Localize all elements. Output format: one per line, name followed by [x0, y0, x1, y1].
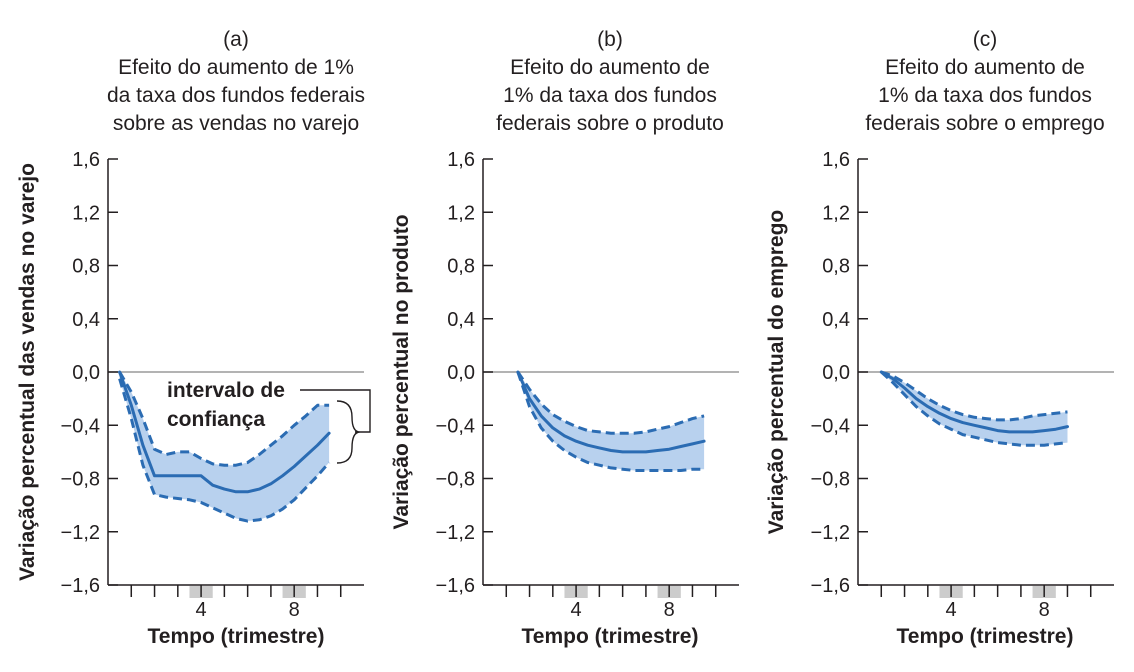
y-tick-label: −1,6: [61, 575, 100, 597]
y-tick-label: −0,8: [61, 469, 100, 491]
y-tick-label: −0,8: [811, 469, 850, 491]
panel-b-plot-area: 1,6 1,2 0,8 0,4 0,0 −0,4 −0,8 −1,2 −1,6 4 8: [436, 149, 739, 621]
panel-c-x-axis-label: Tempo (trimestre): [897, 625, 1074, 648]
panel-c-y-axis-label: Variação percentual do emprego: [765, 210, 788, 534]
y-tick-label: −1,6: [811, 575, 850, 597]
panel-c-title-line-2: 1% da taxa dos fundos: [878, 84, 1092, 107]
x-tick-label: 8: [289, 599, 300, 621]
panel-b-title-line-3: federais sobre o produto: [496, 112, 724, 135]
upper-bound-line: [516, 371, 705, 435]
confidence-interval-bracket: [300, 389, 371, 464]
y-tick-label: −0,4: [811, 415, 850, 437]
panel-b-letter: (b): [597, 28, 623, 51]
panel-a-title-line-2: da taxa dos fundos federais: [107, 84, 365, 107]
panel-b-title-line-2: 1% da taxa dos fundos: [503, 84, 717, 107]
x-tick-label: 4: [571, 599, 582, 621]
panel-a-plot-area: 1,6 1,2 0,8 0,4 0,0 −0,4 −0,8 −1,2 −1,6 4 8: [61, 149, 364, 621]
x-tick-label: 8: [664, 599, 675, 621]
panel-a-title-line-3: sobre as vendas no varejo: [113, 112, 359, 135]
panel-c-title-line-1: Efeito do aumento de: [885, 56, 1085, 79]
y-tick-label: 1,6: [822, 149, 850, 171]
panel-c-plot-area: 1,6 1,2 0,8 0,4 0,0 −0,4 −0,8 −1,2 −1,6 4 8: [811, 149, 1114, 621]
panel-b-y-axis-label: Variação percentual no produto: [390, 214, 413, 529]
y-tick-label: 0,4: [72, 309, 100, 331]
y-tick-label: 1,2: [72, 202, 100, 224]
y-tick-label: −1,2: [811, 522, 850, 544]
estimate-line: [516, 370, 706, 454]
y-tick-label: 0,0: [447, 362, 475, 384]
panel-c-title-line-3: federais sobre o emprego: [865, 112, 1104, 135]
confidence-band: [517, 372, 705, 471]
panel-a-x-axis-label: Tempo (trimestre): [148, 625, 325, 648]
y-tick-label: 1,2: [447, 202, 475, 224]
panel-b-x-axis-label: Tempo (trimestre): [522, 625, 699, 648]
y-tick-label: 1,2: [822, 202, 850, 224]
y-tick-label: −0,8: [436, 469, 475, 491]
y-tick-label: 1,6: [72, 149, 100, 171]
confidence-band: [119, 372, 330, 522]
panel-c-letter: (c): [973, 28, 998, 51]
y-tick-label: 0,4: [822, 309, 850, 331]
panel-a: (a) Efeito do aumento de 1% da taxa dos …: [16, 28, 371, 648]
y-tick-label: 0,8: [72, 256, 100, 278]
confidence-band: [881, 372, 1068, 446]
panel-b-title-line-1: Efeito do aumento de: [510, 56, 710, 79]
lower-bound-line: [880, 370, 1068, 447]
y-tick-label: −1,2: [61, 522, 100, 544]
x-tick-label: 4: [946, 599, 957, 621]
x-tick-label: 4: [196, 599, 207, 621]
y-tick-label: 0,0: [822, 362, 850, 384]
x-tick-label: 8: [1039, 599, 1050, 621]
lower-bound-line: [118, 378, 331, 523]
panel-a-title-line-1: Efeito do aumento de 1%: [118, 56, 354, 79]
y-tick-label: 0,4: [447, 309, 475, 331]
confidence-interval-label-line-2: confiança: [167, 408, 265, 431]
y-tick-label: 0,0: [72, 362, 100, 384]
y-tick-label: −0,4: [61, 415, 100, 437]
y-tick-label: 0,8: [822, 256, 850, 278]
y-tick-label: −1,2: [436, 522, 475, 544]
panel-a-y-axis-label: Variação percentual das vendas no varejo: [16, 163, 39, 581]
panel-b: (b) Efeito do aumento de 1% da taxa dos …: [390, 28, 739, 648]
y-tick-label: −0,4: [436, 415, 475, 437]
panel-a-letter: (a): [223, 28, 249, 51]
y-tick-label: 1,6: [447, 149, 475, 171]
y-tick-label: 0,8: [447, 256, 475, 278]
lower-bound-line: [516, 371, 705, 472]
estimate-line: [879, 370, 1069, 434]
y-tick-label: −1,6: [436, 575, 475, 597]
confidence-interval-label-line-1: intervalo de: [167, 379, 285, 402]
estimate-line: [118, 370, 331, 494]
upper-bound-line: [880, 370, 1068, 422]
panel-c: (c) Efeito do aumento de 1% da taxa dos …: [765, 28, 1114, 648]
upper-bound-line: [118, 371, 330, 467]
